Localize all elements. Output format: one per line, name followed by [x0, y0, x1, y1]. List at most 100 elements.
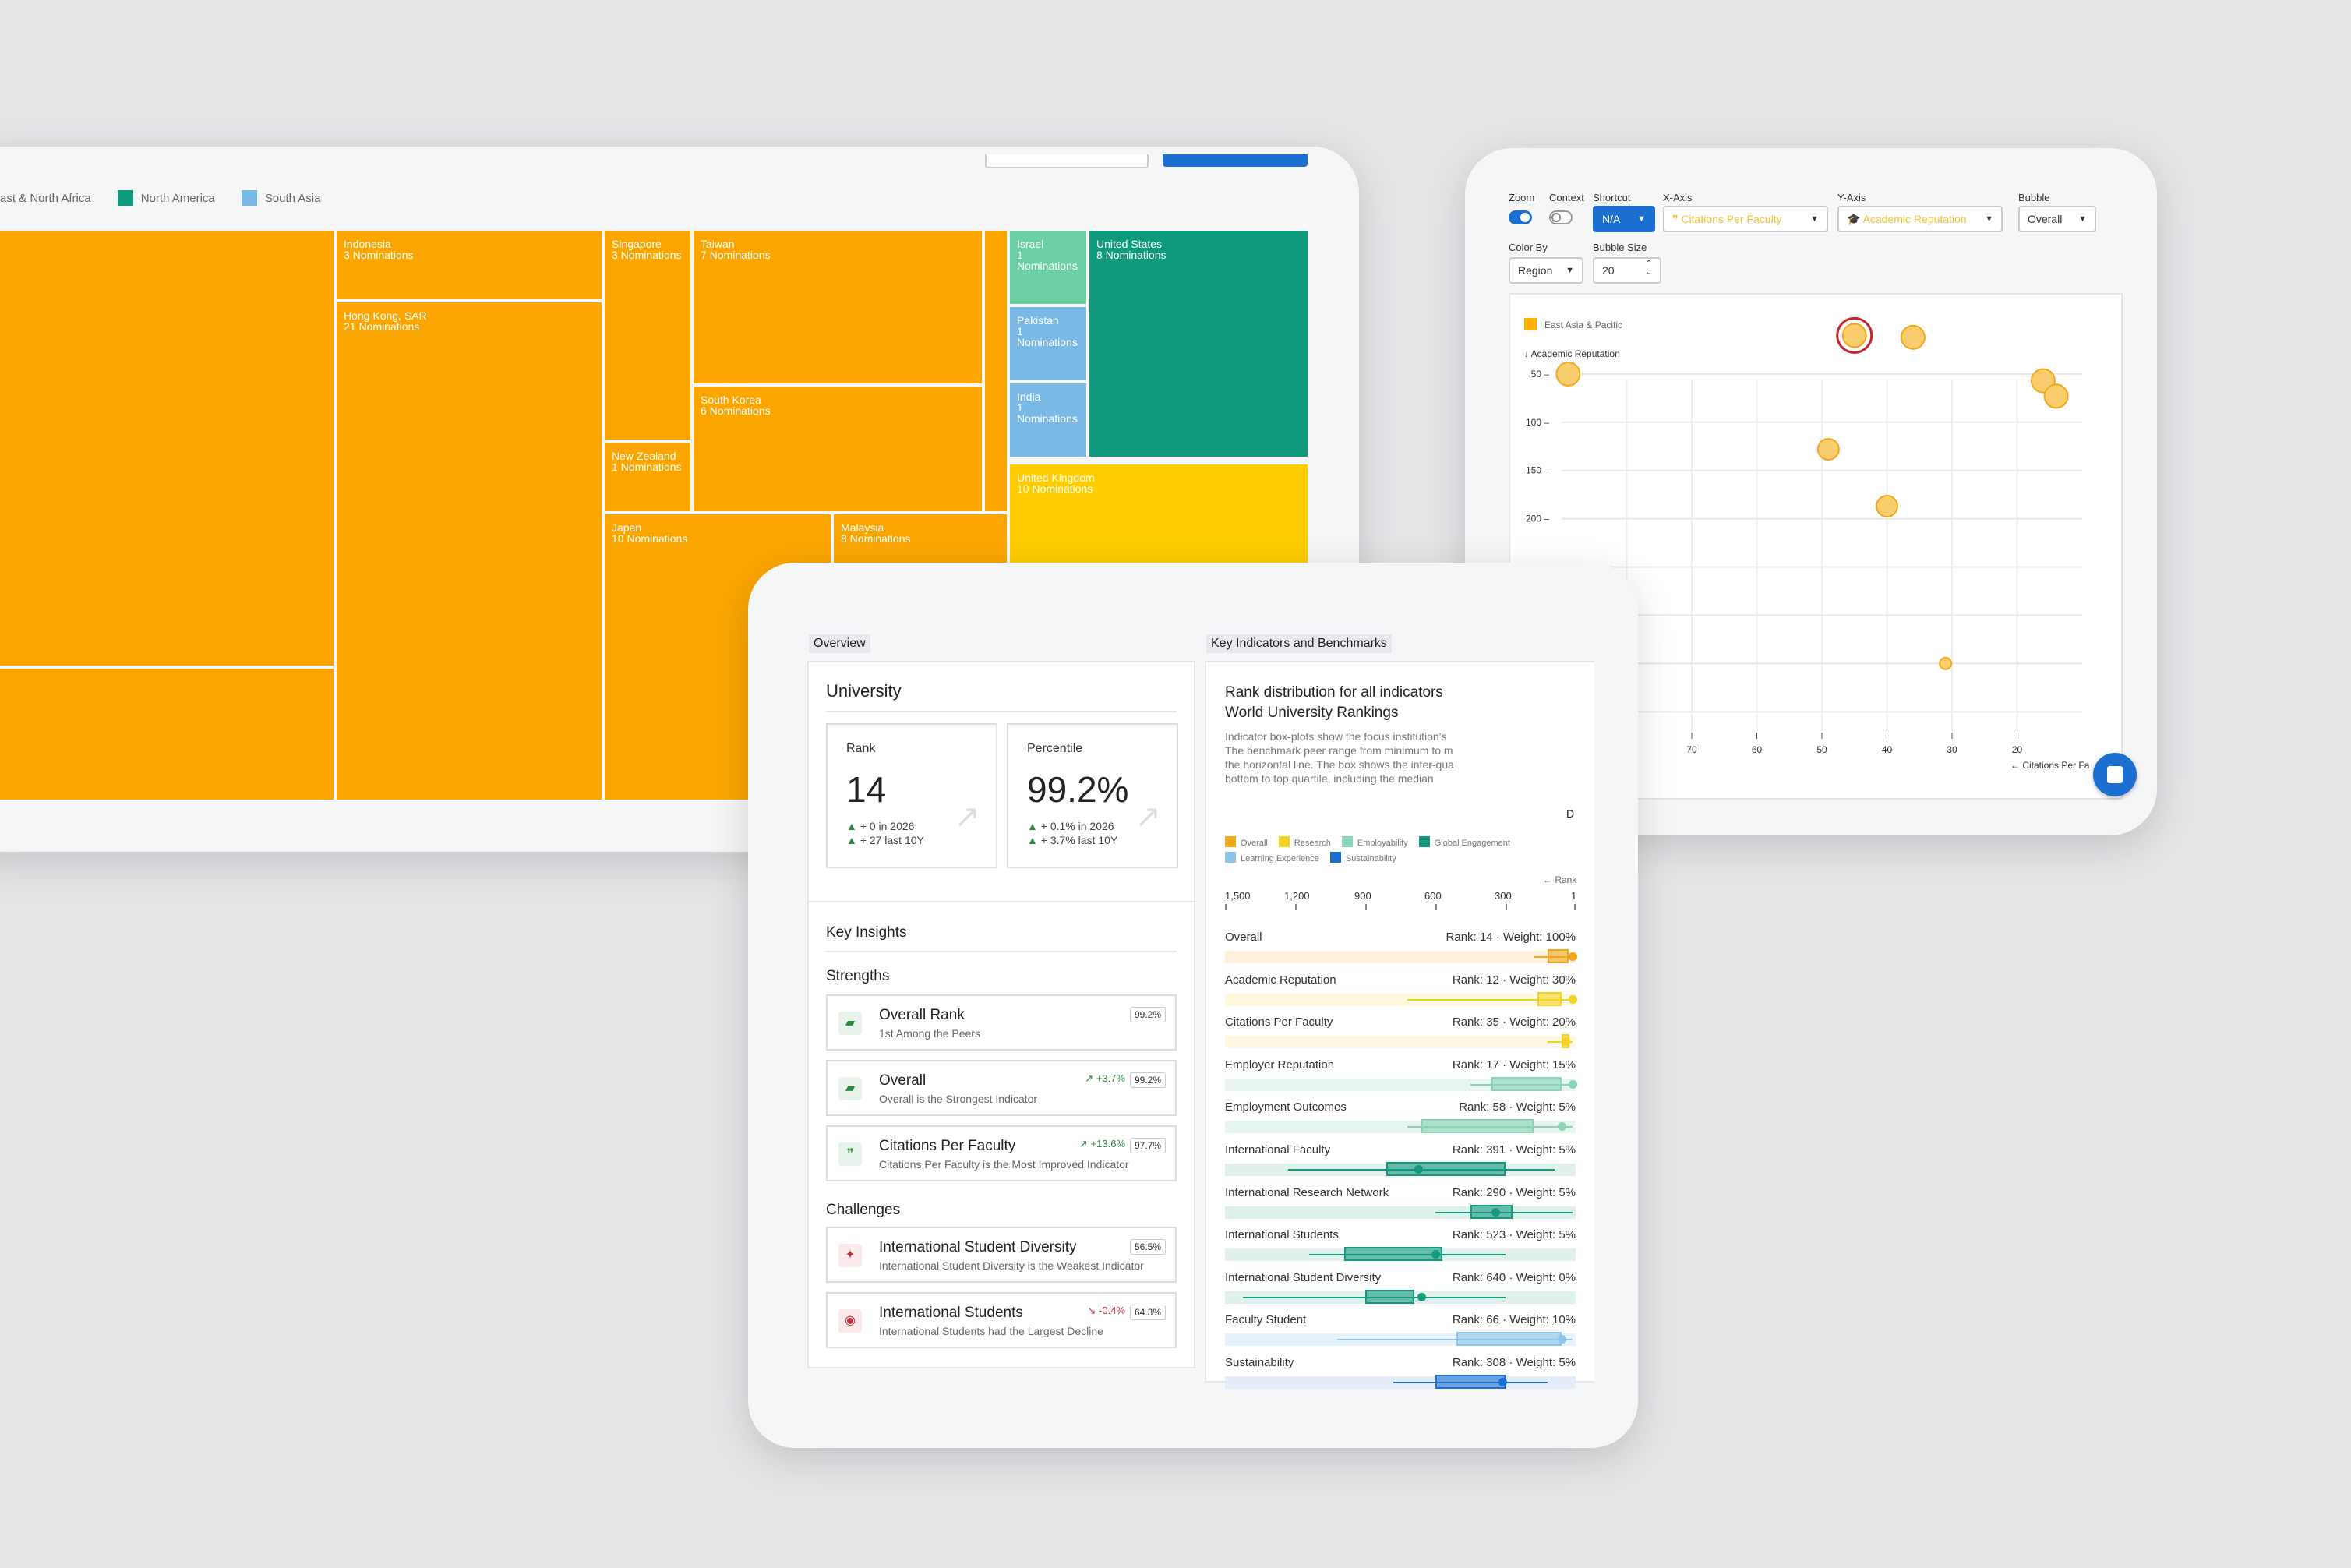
treemap-tile-new-zealand[interactable]: New Zealand 1 Nominations: [605, 443, 690, 511]
rank-delta-year: ▲ + 0 in 2026: [846, 820, 915, 832]
treemap-legend: ast & North Africa North America South A…: [0, 190, 320, 206]
benchmarks-label: Key Indicators and Benchmarks: [1206, 634, 1392, 653]
boxplot-box: [1456, 1332, 1562, 1347]
diversity-icon: ✦: [838, 1244, 862, 1267]
indicator-rank: Rank: 58 · Weight: 5%: [1459, 1100, 1576, 1114]
treemap-tile[interactable]: [0, 669, 334, 800]
chevron-down-icon: ▼: [2078, 214, 2087, 224]
colorby-select[interactable]: Region ▼: [1509, 257, 1583, 284]
dropdown-indicator[interactable]: D: [1566, 807, 1575, 820]
zoom-toggle[interactable]: [1509, 210, 1532, 224]
boxplot-legend-item[interactable]: Employability: [1341, 835, 1408, 851]
boxplot-row[interactable]: International Faculty Rank: 391 · Weight:…: [1225, 1143, 1576, 1185]
scatter-point[interactable]: [1939, 656, 1953, 670]
boxplot-subtitle: World University Rankings: [1225, 705, 1399, 721]
treemap-tile[interactable]: [0, 231, 334, 666]
legend-label: North America: [140, 191, 215, 205]
legend-swatch: [1225, 836, 1236, 847]
boxplot-row[interactable]: Citations Per Faculty Rank: 35 · Weight: …: [1225, 1015, 1576, 1058]
treemap-tile-south-korea[interactable]: South Korea 6 Nominations: [694, 387, 982, 511]
boxplot-row[interactable]: International Students Rank: 523 · Weight…: [1225, 1228, 1576, 1270]
rank-box: Rank 14 ▲ + 0 in 2026 ▲ + 27 last 10Y ↗: [826, 723, 997, 868]
legend-swatch: [1524, 318, 1537, 330]
chevron-down-icon: ▼: [1566, 266, 1574, 275]
legend-label: Learning Experience: [1241, 854, 1319, 863]
x-tick-label: 50: [1816, 744, 1827, 755]
trend-up-icon: ↗: [1079, 1138, 1091, 1150]
scatter-point[interactable]: [2043, 383, 2069, 409]
scatter-point[interactable]: [1841, 323, 1867, 348]
y-tick-label: 50 –: [1531, 369, 1550, 380]
legend-label: Research: [1294, 839, 1331, 848]
x-tick-label: 40: [1882, 744, 1893, 755]
scatter-point[interactable]: [1555, 361, 1581, 387]
insight-subtitle: 1st Among the Peers: [879, 1027, 980, 1040]
boxplot-legend: Overall Research Employability Global Engag…: [1225, 835, 1552, 867]
treemap-tile-taiwan[interactable]: Taiwan 7 Nominations: [694, 231, 982, 383]
bubblesize-input[interactable]: 20 ⌃ ⌄: [1593, 257, 1661, 284]
rank-tick: [1295, 904, 1297, 910]
university-title: University: [826, 681, 902, 701]
insight-card[interactable]: ▰ Overall Overall is the Strongest Indic…: [826, 1060, 1177, 1116]
challenges-title: Challenges: [826, 1202, 901, 1218]
boxplot-row[interactable]: Sustainability Rank: 308 · Weight: 5%: [1225, 1356, 1576, 1398]
rank-tick: [1574, 904, 1576, 910]
rank-axis: 1,500 1,200 900 600 300 1: [1225, 890, 1576, 913]
insight-card[interactable]: ❞ Citations Per Faculty Citations Per Fa…: [826, 1125, 1177, 1181]
xaxis-select[interactable]: ❞ Citations Per Faculty ▼: [1663, 206, 1828, 232]
boxplot-legend-item[interactable]: Overall: [1225, 835, 1268, 851]
indicator-name: International Faculty: [1225, 1143, 1331, 1157]
change-indicator: ↗ +3.7%: [1085, 1072, 1125, 1084]
boxplot-row[interactable]: International Research Network Rank: 290 …: [1225, 1186, 1576, 1228]
change-indicator: ↘ -0.4%: [1087, 1305, 1125, 1316]
insight-title: Overall: [879, 1072, 927, 1089]
boxplot-legend-item[interactable]: Learning Experience: [1225, 851, 1319, 867]
change-indicator: ↗ +13.6%: [1079, 1138, 1125, 1150]
insight-title: Overall Rank: [879, 1007, 965, 1023]
boxplot-row[interactable]: Employer Reputation Rank: 17 · Weight: 15…: [1225, 1058, 1577, 1100]
boxplot-legend-item[interactable]: Sustainability: [1329, 851, 1396, 867]
scatter-point[interactable]: [1816, 437, 1840, 461]
boxplot-whisker: [1548, 1041, 1573, 1044]
chat-button[interactable]: [2093, 753, 2137, 796]
boxplot-row[interactable]: International Student Diversity Rank: 640…: [1225, 1271, 1576, 1313]
treemap-action-button[interactable]: [1163, 154, 1308, 167]
treemap-tile-israel[interactable]: Israel 1 Nominations: [1010, 231, 1086, 304]
boxplot-row[interactable]: Faculty Student Rank: 66 · Weight: 10%: [1225, 1313, 1576, 1355]
legend-item[interactable]: ast & North Africa: [0, 190, 91, 206]
y-axis-label: ↓ Academic Reputation: [1524, 348, 1620, 359]
bubble-select[interactable]: Overall ▼: [2018, 206, 2096, 232]
insight-card[interactable]: ▰ Overall Rank 1st Among the Peers 99.2%: [826, 994, 1177, 1051]
boxplot-focus-dot: [1558, 1122, 1566, 1132]
insight-title: International Students: [879, 1305, 1023, 1321]
boxplot-legend-item[interactable]: Global Engagement: [1418, 835, 1510, 851]
boxplot-row[interactable]: Employment Outcomes Rank: 58 · Weight: 5%: [1225, 1100, 1576, 1142]
rank-tick-label: 1,200: [1284, 890, 1310, 902]
boxplot-row[interactable]: Overall Rank: 14 · Weight: 100%: [1225, 931, 1577, 973]
treemap-tile-india[interactable]: India 1 Nominations: [1010, 383, 1086, 457]
trend-icon: ↗: [954, 800, 980, 834]
treemap-tile-indonesia[interactable]: Indonesia 3 Nominations: [337, 231, 602, 299]
treemap-tile-singapore[interactable]: Singapore 3 Nominations: [605, 231, 690, 440]
treemap-tile-united-states[interactable]: United States 8 Nominations: [1089, 231, 1308, 457]
shortcut-label: Shortcut: [1593, 192, 1631, 203]
rank-tick-label: 1: [1571, 890, 1577, 902]
shortcut-select[interactable]: N/A ▼: [1593, 206, 1655, 232]
scatter-point[interactable]: [1876, 495, 1898, 518]
treemap-tile-hong-kong[interactable]: Hong Kong, SAR 21 Nominations: [337, 302, 602, 800]
treemap-select[interactable]: [985, 154, 1149, 168]
insight-card[interactable]: ◉ International Students International S…: [826, 1292, 1177, 1348]
boxplot-box: [1344, 1247, 1442, 1262]
treemap-tile[interactable]: [985, 231, 1007, 511]
insight-card[interactable]: ✦ International Student Diversity Intern…: [826, 1227, 1177, 1283]
boxplot-legend-item[interactable]: Research: [1278, 835, 1331, 851]
insight-subtitle: Citations Per Faculty is the Most Improv…: [879, 1158, 1129, 1171]
boxplot-row[interactable]: Academic Reputation Rank: 12 · Weight: 30…: [1225, 973, 1577, 1015]
scatter-point[interactable]: [1900, 324, 1926, 350]
legend-item[interactable]: South Asia: [241, 190, 320, 206]
treemap-tile-pakistan[interactable]: Pakistan 1 Nominations: [1010, 307, 1086, 380]
yaxis-select[interactable]: 🎓 Academic Reputation ▼: [1837, 206, 2003, 232]
boxplot-panel: Rank distribution for all indicators Wor…: [1205, 661, 1594, 1389]
legend-item[interactable]: North America: [117, 190, 215, 206]
context-toggle[interactable]: [1549, 210, 1573, 224]
